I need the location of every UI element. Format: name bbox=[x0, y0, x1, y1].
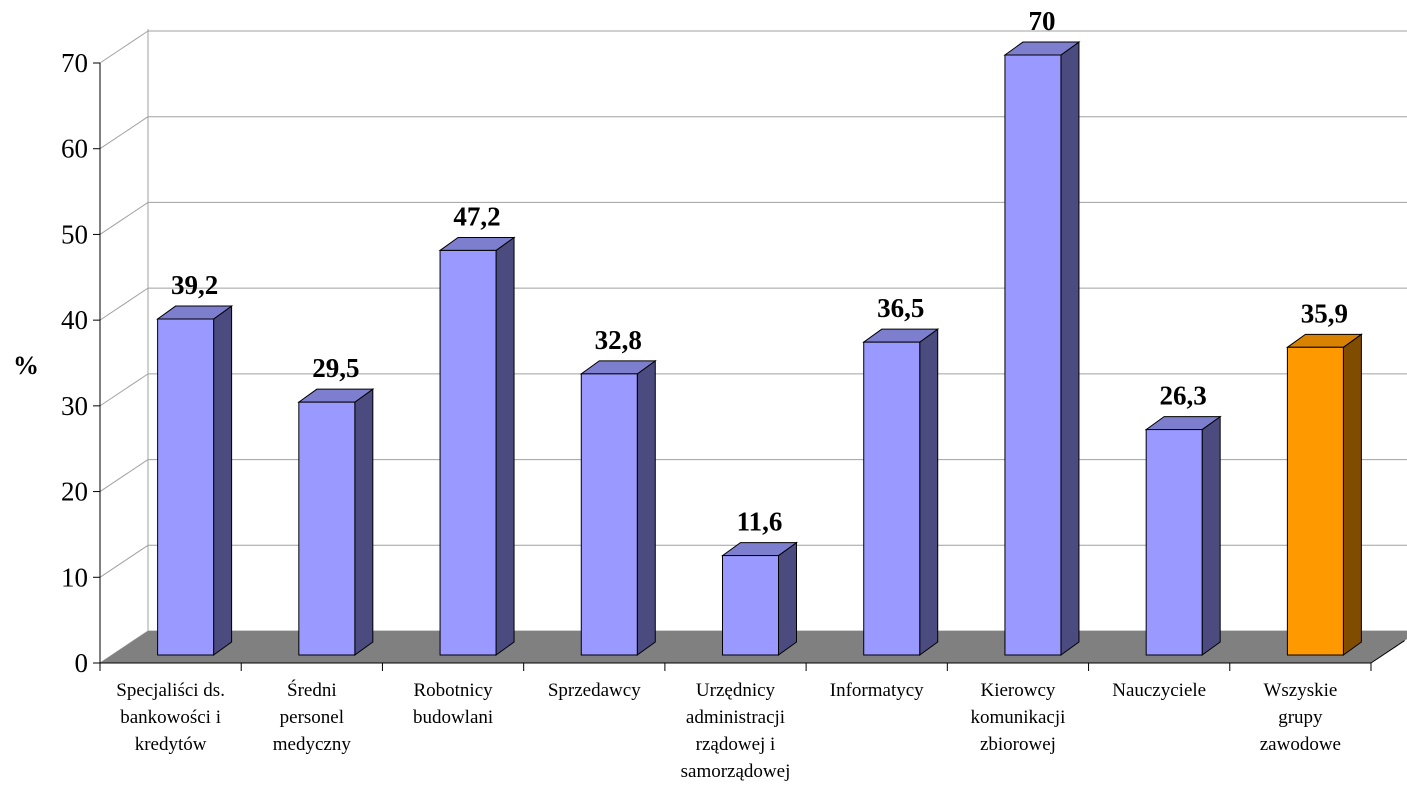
x-category-label: Specjaliści ds. bbox=[116, 680, 225, 701]
x-category-label: budowlani bbox=[413, 707, 493, 728]
x-category-label: Wszyskie bbox=[1263, 680, 1337, 701]
x-category-label: bankowości i bbox=[120, 707, 221, 728]
side-wall-gridline bbox=[99, 202, 149, 235]
data-label: 70 bbox=[1028, 6, 1055, 36]
bar-side bbox=[919, 328, 939, 656]
side-wall-gridline bbox=[99, 459, 149, 492]
bar-side bbox=[1060, 41, 1080, 656]
y-tick-label: 20 bbox=[61, 477, 88, 507]
y-axis-title: % bbox=[13, 351, 39, 380]
bar bbox=[1145, 429, 1203, 656]
x-category-label: personel bbox=[280, 707, 344, 728]
data-label: 36,5 bbox=[877, 293, 924, 323]
y-tick-label: 10 bbox=[61, 562, 88, 592]
bar-side bbox=[354, 388, 374, 656]
y-tick-label: 30 bbox=[61, 391, 88, 421]
data-label: 26,3 bbox=[1160, 381, 1207, 411]
x-category-label: Średni bbox=[287, 679, 337, 701]
x-category-label: samorządowej bbox=[681, 761, 791, 782]
x-category-label: grupy bbox=[1278, 707, 1323, 728]
data-label: 39,2 bbox=[171, 270, 218, 300]
x-category-label: administracji bbox=[686, 707, 785, 728]
bar bbox=[580, 373, 638, 656]
x-category-label: Nauczyciele bbox=[1112, 680, 1206, 701]
bar bbox=[1004, 54, 1062, 656]
bar bbox=[1286, 346, 1344, 656]
y-tick-label: 70 bbox=[61, 48, 88, 78]
bar bbox=[439, 249, 497, 656]
y-tick-label: 40 bbox=[61, 305, 88, 335]
bar bbox=[298, 401, 356, 656]
bar-side bbox=[495, 236, 515, 656]
bar bbox=[863, 341, 921, 656]
bar-side bbox=[778, 541, 797, 656]
x-category-label: Informatycy bbox=[830, 680, 924, 701]
bar-side bbox=[1342, 333, 1362, 656]
x-category-label: Robotnicy bbox=[413, 680, 493, 701]
data-label: 29,5 bbox=[312, 353, 359, 383]
data-label: 11,6 bbox=[737, 507, 783, 537]
x-category-label: kredytów bbox=[135, 734, 207, 755]
y-tick-label: 50 bbox=[61, 219, 88, 249]
side-wall-gridline bbox=[99, 373, 149, 407]
x-category-label: Kierowcy bbox=[980, 680, 1055, 701]
y-tick-label: 60 bbox=[61, 134, 88, 164]
bar-side bbox=[1201, 415, 1221, 656]
x-category-label: zbiorowej bbox=[980, 734, 1056, 755]
data-label: 32,8 bbox=[595, 325, 642, 355]
bar-side bbox=[636, 359, 656, 656]
x-category-label: Sprzedawcy bbox=[548, 680, 641, 701]
bar bbox=[722, 555, 779, 656]
side-wall-gridline bbox=[99, 287, 149, 321]
x-category-label: zawodowe bbox=[1260, 734, 1341, 755]
data-label: 47,2 bbox=[453, 201, 500, 231]
bar-side bbox=[213, 305, 233, 656]
x-category-label: medyczny bbox=[273, 734, 352, 755]
side-wall-gridline bbox=[99, 544, 149, 578]
side-wall-gridline bbox=[99, 116, 149, 150]
x-category-label: komunikacji bbox=[970, 707, 1065, 728]
x-category-label: Urzędnicy bbox=[696, 680, 776, 701]
y-tick-label: 0 bbox=[75, 648, 89, 678]
bar bbox=[157, 318, 215, 656]
x-axis-end bbox=[1370, 640, 1405, 664]
data-label: 35,9 bbox=[1301, 298, 1348, 328]
side-wall-gridline bbox=[99, 30, 149, 64]
x-category-label: rządowej i bbox=[696, 734, 776, 755]
